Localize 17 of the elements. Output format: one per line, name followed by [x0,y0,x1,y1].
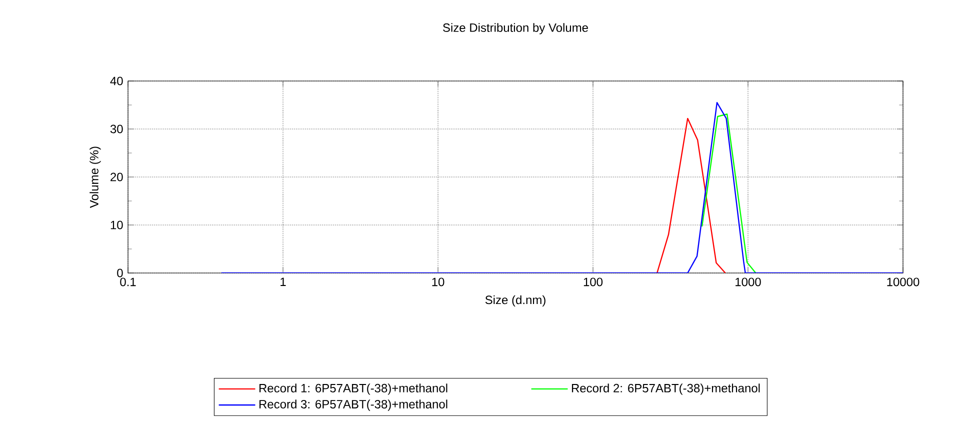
y-axis-title: Volume (%) [90,146,101,208]
legend-label: Record 3: 6P57ABT(-38)+methanol [259,400,448,411]
y-tick-label: 30 [110,124,123,134]
x-tick-label: 1 [280,278,286,286]
y-tick-label: 0 [117,268,123,278]
y-tick-label: 40 [110,76,123,86]
legend-label: Record 1: 6P57ABT(-38)+methanol [259,384,448,395]
y-tick-label: 10 [110,220,123,230]
legend-label: Record 2: 6P57ABT(-38)+methanol [572,384,760,395]
x-tick-label: 0.1 [120,278,136,286]
y-tick-label: 20 [110,172,123,182]
x-tick-label: 100 [584,278,603,286]
x-tick-label: 1000 [736,278,761,286]
chart-title: Size Distribution by Volume [443,23,588,34]
x-axis-title: Size (d.nm) [485,295,546,307]
x-tick-label: 10 [432,278,444,286]
x-tick-label: 10000 [887,278,920,286]
